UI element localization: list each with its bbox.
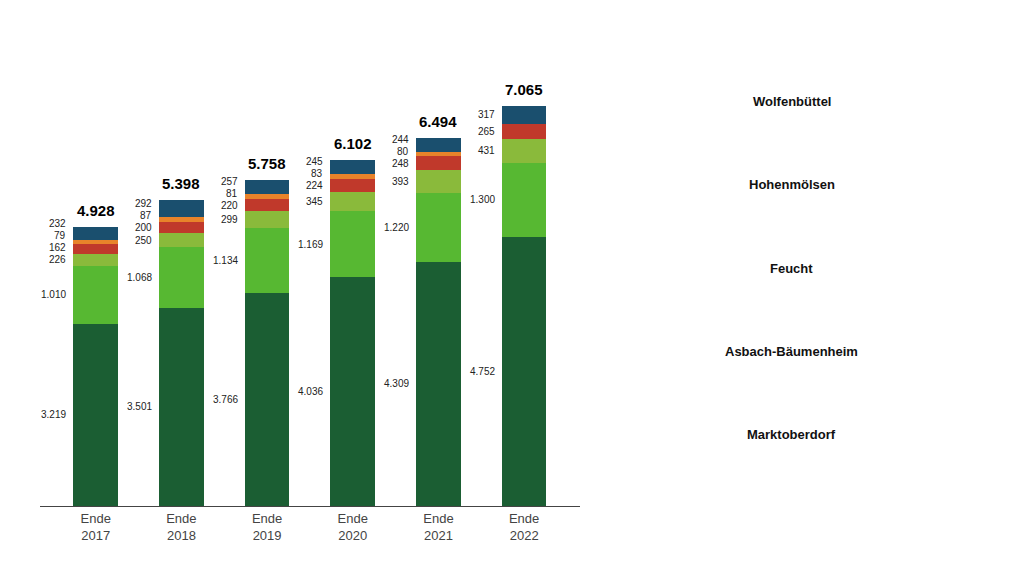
svg-text:393: 393 [392,176,409,187]
svg-text:5.758: 5.758 [248,155,286,172]
svg-text:1.220: 1.220 [384,222,409,233]
svg-text:265: 265 [478,126,495,137]
svg-text:1.010: 1.010 [41,289,66,300]
svg-text:1.169: 1.169 [298,239,323,250]
svg-text:Ende2019: Ende2019 [252,511,282,543]
svg-text:6.494: 6.494 [419,113,457,130]
svg-text:79: 79 [54,230,66,241]
svg-text:Wolfenbüttel: Wolfenbüttel [753,94,831,109]
svg-text:162: 162 [49,242,66,253]
svg-text:5.398: 5.398 [162,175,200,192]
svg-text:1.068: 1.068 [127,272,152,283]
svg-text:4.309: 4.309 [384,378,409,389]
svg-text:Asbach-Bäumenheim: Asbach-Bäumenheim [725,344,858,359]
svg-text:299: 299 [221,214,238,225]
svg-text:6.102: 6.102 [334,135,372,152]
svg-text:81: 81 [226,188,238,199]
svg-text:80: 80 [397,146,409,157]
svg-text:250: 250 [135,235,152,246]
svg-text:1.300: 1.300 [470,194,495,205]
svg-text:Ende2020: Ende2020 [338,511,368,543]
svg-text:7.065: 7.065 [505,81,543,98]
svg-text:245: 245 [306,156,323,167]
svg-text:1.134: 1.134 [213,255,238,266]
svg-text:232: 232 [49,218,66,229]
svg-text:317: 317 [478,109,495,120]
svg-text:200: 200 [135,222,152,233]
svg-text:224: 224 [306,180,323,191]
svg-text:4.752: 4.752 [470,366,495,377]
svg-text:3.219: 3.219 [41,409,66,420]
svg-text:257: 257 [221,176,238,187]
svg-text:431: 431 [478,145,495,156]
svg-text:83: 83 [311,168,323,179]
svg-text:220: 220 [221,200,238,211]
svg-text:Feucht: Feucht [770,261,813,276]
svg-text:292: 292 [135,198,152,209]
svg-text:Ende2018: Ende2018 [166,511,196,543]
svg-text:4.036: 4.036 [298,386,323,397]
svg-text:Hohenmölsen: Hohenmölsen [749,177,835,192]
svg-text:248: 248 [392,158,409,169]
svg-text:3.766: 3.766 [213,394,238,405]
svg-text:Marktoberdorf: Marktoberdorf [747,427,836,442]
svg-text:Ende2017: Ende2017 [81,511,111,543]
svg-text:226: 226 [49,254,66,265]
svg-text:244: 244 [392,134,409,145]
svg-text:345: 345 [306,196,323,207]
svg-text:3.501: 3.501 [127,401,152,412]
svg-text:Ende2022: Ende2022 [509,511,539,543]
svg-text:4.928: 4.928 [77,202,115,219]
svg-text:87: 87 [140,210,152,221]
svg-text:Ende2021: Ende2021 [423,511,453,543]
